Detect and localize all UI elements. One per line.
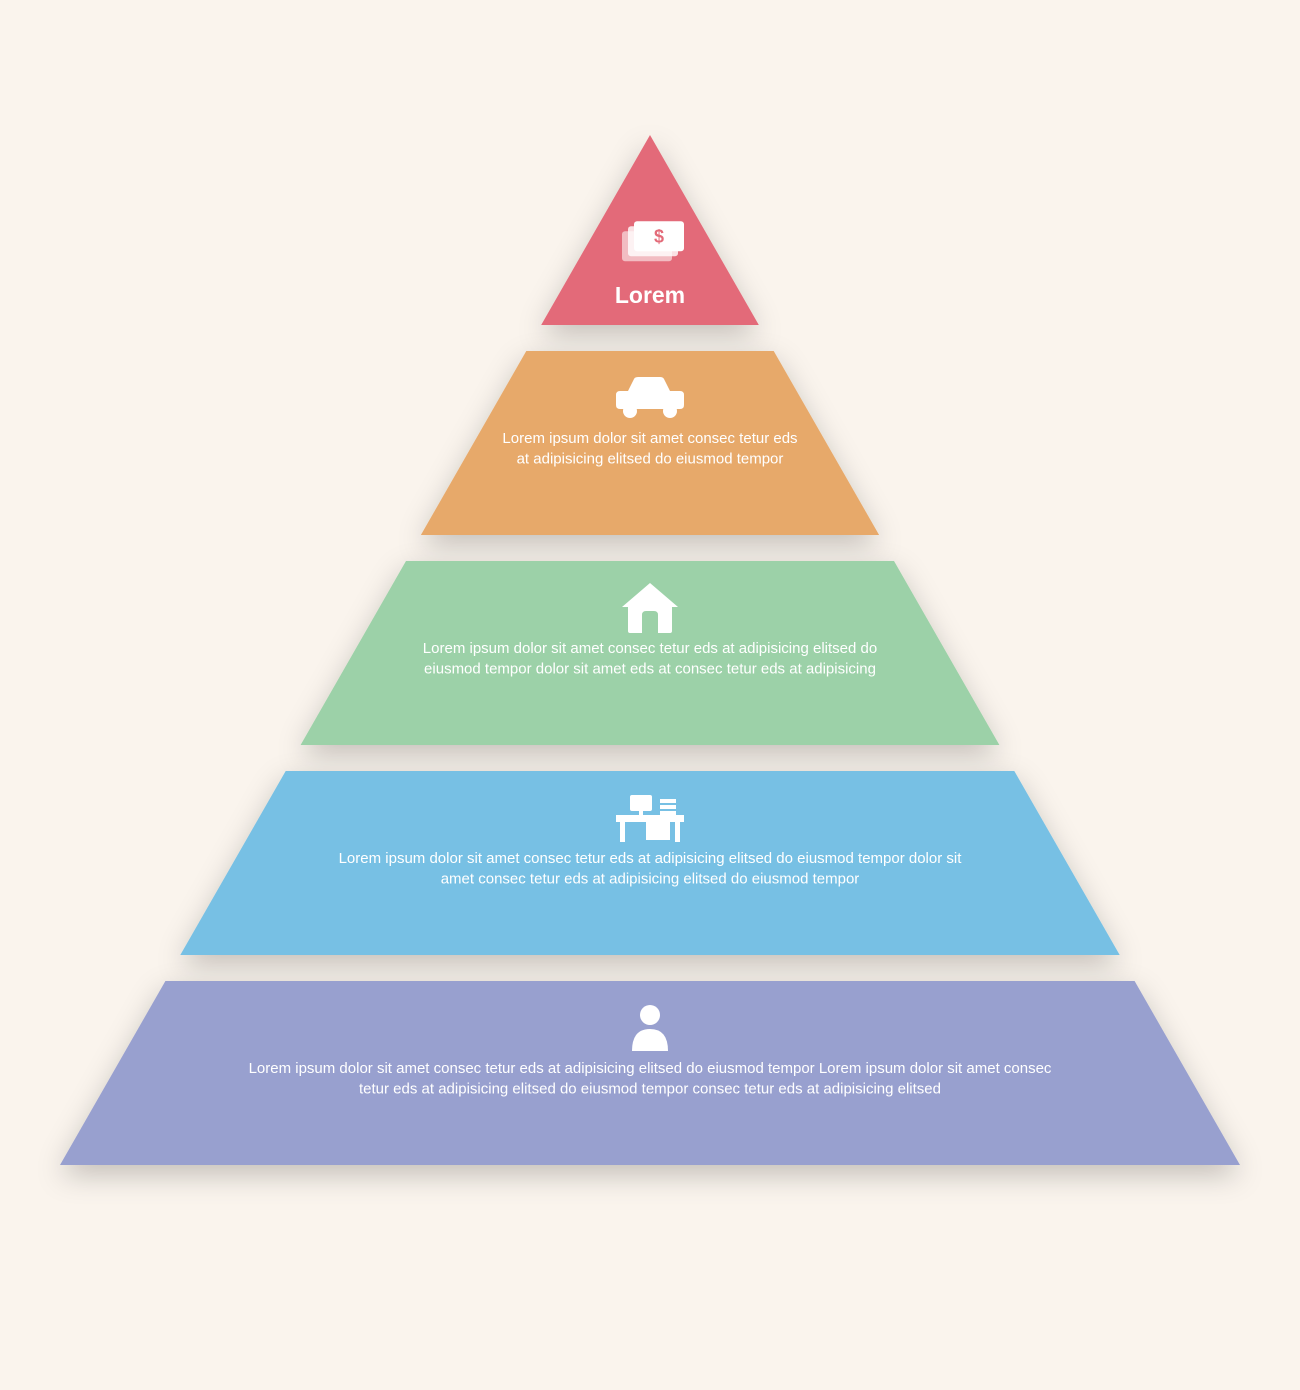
pyramid-infographic: $ Lorem Lorem ipsum dolor sit amet conse…: [0, 0, 1300, 1390]
svg-text:$: $: [654, 226, 664, 246]
money-icon: $: [622, 221, 684, 261]
pyramid-level-0-label: Lorem: [615, 282, 685, 308]
